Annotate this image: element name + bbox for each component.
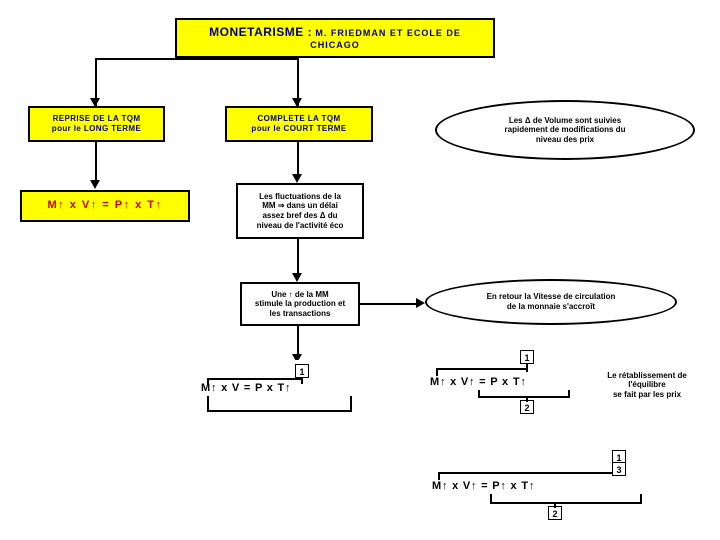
- retab-box: Le rétablissement de l'équilibre se fait…: [582, 362, 712, 408]
- arrow-down-icon: [292, 174, 302, 183]
- connector: [438, 472, 440, 480]
- volume-line3: niveau des prix: [536, 135, 594, 145]
- volume-line2: rapidement de modifications du: [505, 125, 626, 135]
- connector: [297, 239, 299, 275]
- reprise-box: REPRISE DE LA TQM pour le LONG TERME: [28, 106, 165, 142]
- title-box: MONETARISME : M. FRIEDMAN ET ECOLE DECHI…: [175, 18, 495, 58]
- connector: [360, 303, 418, 305]
- connector: [554, 502, 556, 508]
- equation-main-text: M↑ x V↑ = P↑ x T↑: [47, 199, 162, 212]
- complete-line1: COMPLETE LA TQM: [257, 114, 340, 124]
- volume-ellipse: Les Δ de Volume sont suivies rapidement …: [435, 100, 695, 160]
- connector: [297, 326, 299, 356]
- connector: [297, 142, 299, 176]
- complete-line2: pour le COURT TERME: [251, 124, 346, 134]
- eq3-step-2: 2: [548, 506, 562, 520]
- vitesse-line1: En retour la Vitesse de circulation: [487, 292, 616, 302]
- arrow-down-icon: [292, 98, 302, 107]
- arrow-down-icon: [90, 180, 100, 189]
- eq3-text: M↑ x V↑ = P↑ x T↑: [432, 480, 535, 492]
- connector: [207, 410, 352, 412]
- eq2-text: M↑ x V↑ = P x T↑: [430, 376, 527, 388]
- connector: [478, 396, 568, 398]
- complete-box: COMPLETE LA TQM pour le COURT TERME: [225, 106, 373, 142]
- connector: [478, 390, 480, 398]
- connector: [438, 472, 618, 474]
- eq1-step-1: 1: [295, 364, 309, 378]
- fluct-box: Les fluctuations de la MM ⇒ dans un déla…: [236, 183, 364, 239]
- connector: [526, 396, 528, 402]
- eq-panel-1: M↑ x V = P x T↑ 1: [195, 360, 365, 418]
- retab-line2: l'équilibre: [628, 380, 665, 390]
- eq-panel-2: M↑ x V↑ = P x T↑ 1 2: [428, 348, 583, 420]
- connector: [640, 494, 642, 504]
- reprise-line1: REPRISE DE LA TQM: [53, 114, 141, 124]
- volume-line1: Les Δ de Volume sont suivies: [509, 116, 621, 126]
- stimule-line1: Une ↑ de la MM: [271, 290, 328, 300]
- vitesse-line2: de la monnaie s'accroît: [507, 302, 595, 312]
- retab-line3: se fait par les prix: [613, 390, 681, 400]
- fluct-line1: Les fluctuations de la: [259, 192, 341, 202]
- eq3-step-3b: 3: [612, 462, 626, 476]
- connector: [207, 378, 209, 384]
- connector: [490, 502, 640, 504]
- reprise-line2: pour le LONG TERME: [52, 124, 141, 134]
- stimule-line3: les transactions: [270, 309, 331, 319]
- retab-line1: Le rétablissement de: [607, 371, 687, 381]
- arrow-right-icon: [416, 298, 425, 308]
- vitesse-ellipse: En retour la Vitesse de circulation de l…: [425, 279, 677, 325]
- stimule-line2: stimule la production et: [255, 299, 345, 309]
- arrow-down-icon: [292, 273, 302, 282]
- stimule-box: Une ↑ de la MM stimule la production et …: [240, 282, 360, 326]
- connector: [95, 58, 299, 60]
- connector: [350, 396, 352, 410]
- connector: [207, 378, 303, 380]
- eq2-step-2: 2: [520, 400, 534, 414]
- connector: [436, 368, 438, 376]
- connector: [490, 494, 492, 504]
- connector: [436, 368, 526, 370]
- connector: [526, 364, 528, 372]
- eq2-step-1: 1: [520, 350, 534, 364]
- fluct-line3: assez bref des Δ du: [262, 211, 337, 221]
- eq1-text: M↑ x V = P x T↑: [201, 382, 291, 394]
- connector: [207, 396, 209, 410]
- arrow-down-icon: [90, 98, 100, 107]
- connector: [95, 142, 97, 182]
- fluct-line2: MM ⇒ dans un délai: [262, 201, 338, 211]
- connector: [568, 390, 570, 398]
- fluct-line4: niveau de l'activité éco: [257, 221, 344, 231]
- equation-main-box: M↑ x V↑ = P↑ x T↑: [20, 190, 190, 222]
